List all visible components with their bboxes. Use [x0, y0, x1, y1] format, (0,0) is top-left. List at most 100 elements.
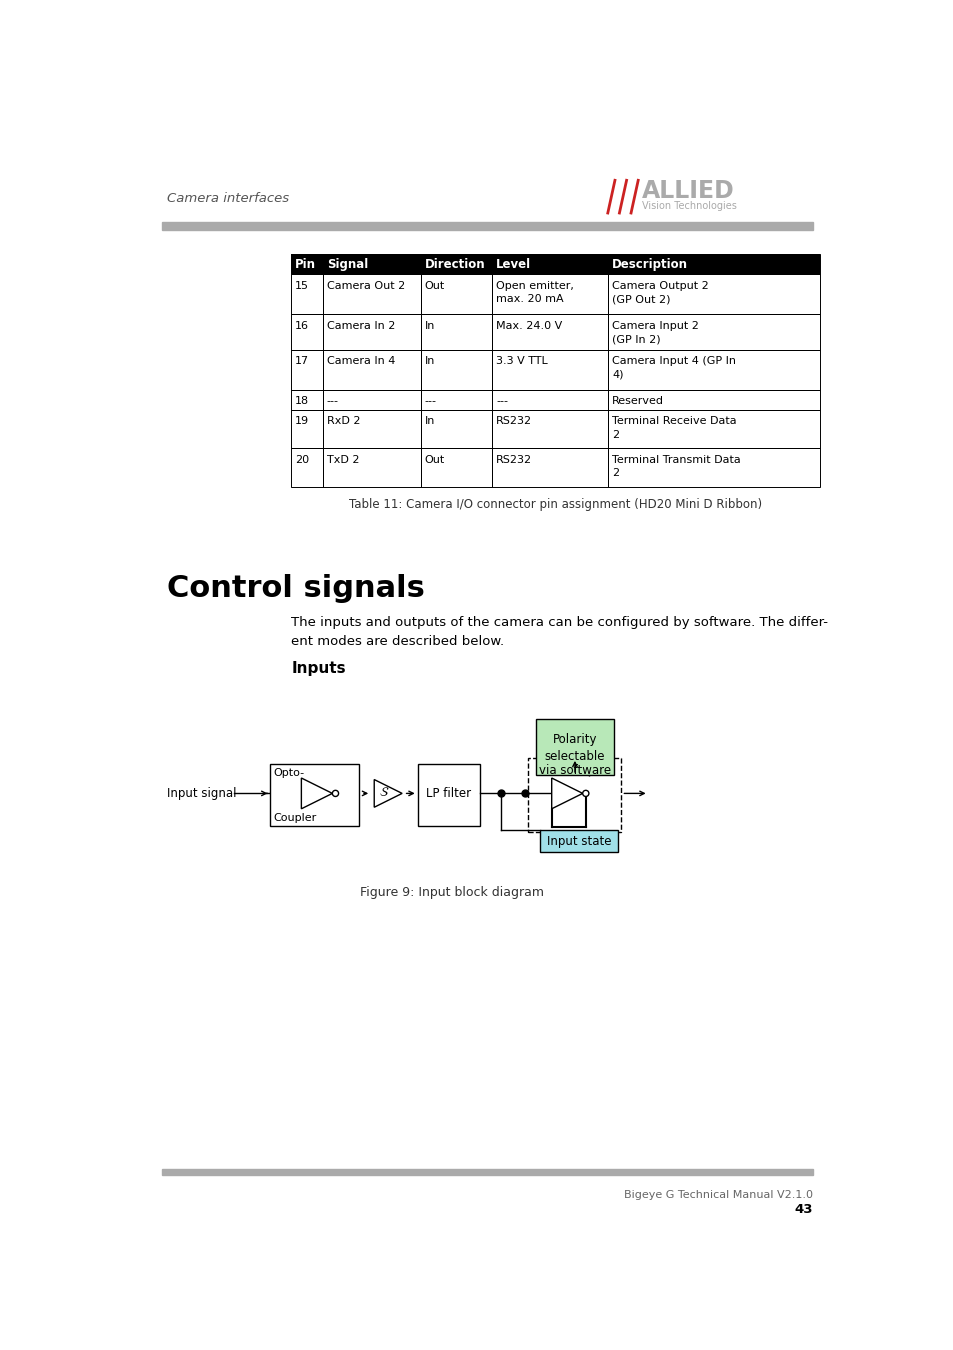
Bar	[492, 274, 608, 315]
Text: Inputs: Inputs	[291, 662, 346, 676]
Text: Camera Input 2
(GP In 2): Camera Input 2 (GP In 2)	[612, 320, 699, 344]
Bar	[291, 448, 323, 487]
Text: 16: 16	[294, 320, 309, 331]
Text: The inputs and outputs of the camera can be configured by software. The differ-
: The inputs and outputs of the camera can…	[291, 617, 827, 648]
Bar	[608, 350, 819, 390]
Bar	[608, 254, 819, 274]
Bar	[291, 350, 323, 390]
Text: 20: 20	[294, 455, 309, 464]
Bar	[492, 390, 608, 410]
Text: RS232: RS232	[496, 455, 532, 464]
Bar	[323, 315, 420, 350]
Text: Reserved: Reserved	[612, 396, 663, 406]
Bar	[608, 350, 819, 390]
Bar	[420, 315, 492, 350]
Text: In: In	[424, 320, 435, 331]
Text: Coupler: Coupler	[274, 814, 316, 824]
Circle shape	[582, 790, 588, 796]
Text: Input state: Input state	[546, 834, 611, 848]
Bar	[270, 764, 359, 826]
Bar	[420, 274, 492, 315]
Bar	[323, 448, 420, 487]
Text: Max. 24.0 V: Max. 24.0 V	[496, 320, 561, 331]
Bar	[608, 410, 819, 448]
Text: Open emitter,
max. 20 mA: Open emitter, max. 20 mA	[496, 281, 574, 304]
Bar	[291, 410, 323, 448]
Text: Camera In 4: Camera In 4	[327, 356, 395, 366]
Text: 19: 19	[294, 416, 309, 427]
Bar	[608, 448, 819, 487]
Text: Bigeye G Technical Manual V2.1.0: Bigeye G Technical Manual V2.1.0	[623, 1189, 812, 1200]
Bar	[162, 221, 812, 230]
Bar	[608, 448, 819, 487]
Bar	[291, 410, 323, 448]
Text: $\mathcal{S}$: $\mathcal{S}$	[378, 786, 389, 799]
Bar	[608, 315, 819, 350]
Text: Out: Out	[424, 281, 444, 290]
Bar	[323, 350, 420, 390]
Text: 17: 17	[294, 356, 309, 366]
Text: ALLIED: ALLIED	[641, 180, 735, 204]
Bar	[539, 830, 617, 852]
Bar	[323, 350, 420, 390]
Bar	[291, 390, 323, 410]
Text: 15: 15	[294, 281, 309, 290]
Text: Out: Out	[424, 455, 444, 464]
Bar	[608, 254, 819, 274]
Bar	[608, 274, 819, 315]
Text: ---: ---	[424, 396, 436, 406]
Text: LP filter: LP filter	[426, 787, 471, 801]
Bar	[492, 448, 608, 487]
Text: In: In	[424, 416, 435, 427]
Bar	[323, 390, 420, 410]
Text: Vision Technologies: Vision Technologies	[641, 201, 737, 211]
Bar	[420, 350, 492, 390]
Text: Figure 9: Input block diagram: Figure 9: Input block diagram	[360, 886, 544, 899]
Bar	[323, 254, 420, 274]
Bar	[291, 254, 323, 274]
Bar	[291, 390, 323, 410]
Bar	[608, 410, 819, 448]
Bar	[323, 390, 420, 410]
Bar	[162, 1169, 812, 1176]
Bar	[492, 448, 608, 487]
Text: Table 11: Camera I/O connector pin assignment (HD20 Mini D Ribbon): Table 11: Camera I/O connector pin assig…	[349, 498, 761, 510]
Bar	[420, 315, 492, 350]
Bar	[291, 254, 323, 274]
Bar	[420, 390, 492, 410]
Bar	[323, 410, 420, 448]
Circle shape	[332, 790, 338, 796]
Bar	[608, 315, 819, 350]
Text: Terminal Receive Data
2: Terminal Receive Data 2	[612, 416, 736, 440]
Bar	[608, 390, 819, 410]
Bar	[291, 315, 323, 350]
Polygon shape	[301, 778, 332, 809]
Bar	[323, 448, 420, 487]
Text: Pin: Pin	[294, 258, 315, 271]
Text: RxD 2: RxD 2	[327, 416, 360, 427]
Bar	[291, 448, 323, 487]
Bar	[492, 350, 608, 390]
Bar	[291, 350, 323, 390]
Bar	[608, 274, 819, 315]
Bar	[420, 254, 492, 274]
Text: selectable: selectable	[544, 751, 604, 763]
Text: ---: ---	[496, 396, 508, 406]
Bar	[323, 274, 420, 315]
Bar	[420, 410, 492, 448]
Text: Control signals: Control signals	[167, 574, 425, 603]
Bar	[420, 350, 492, 390]
Bar	[291, 274, 323, 315]
Bar	[291, 315, 323, 350]
Bar	[291, 274, 323, 315]
Text: Opto-: Opto-	[274, 768, 304, 778]
Bar	[492, 254, 608, 274]
Polygon shape	[374, 779, 402, 807]
Bar	[492, 315, 608, 350]
Bar	[608, 390, 819, 410]
Text: Camera In 2: Camera In 2	[327, 320, 395, 331]
Bar	[492, 274, 608, 315]
Bar	[492, 350, 608, 390]
Text: Camera Input 4 (GP In
4): Camera Input 4 (GP In 4)	[612, 356, 736, 379]
Text: RS232: RS232	[496, 416, 532, 427]
